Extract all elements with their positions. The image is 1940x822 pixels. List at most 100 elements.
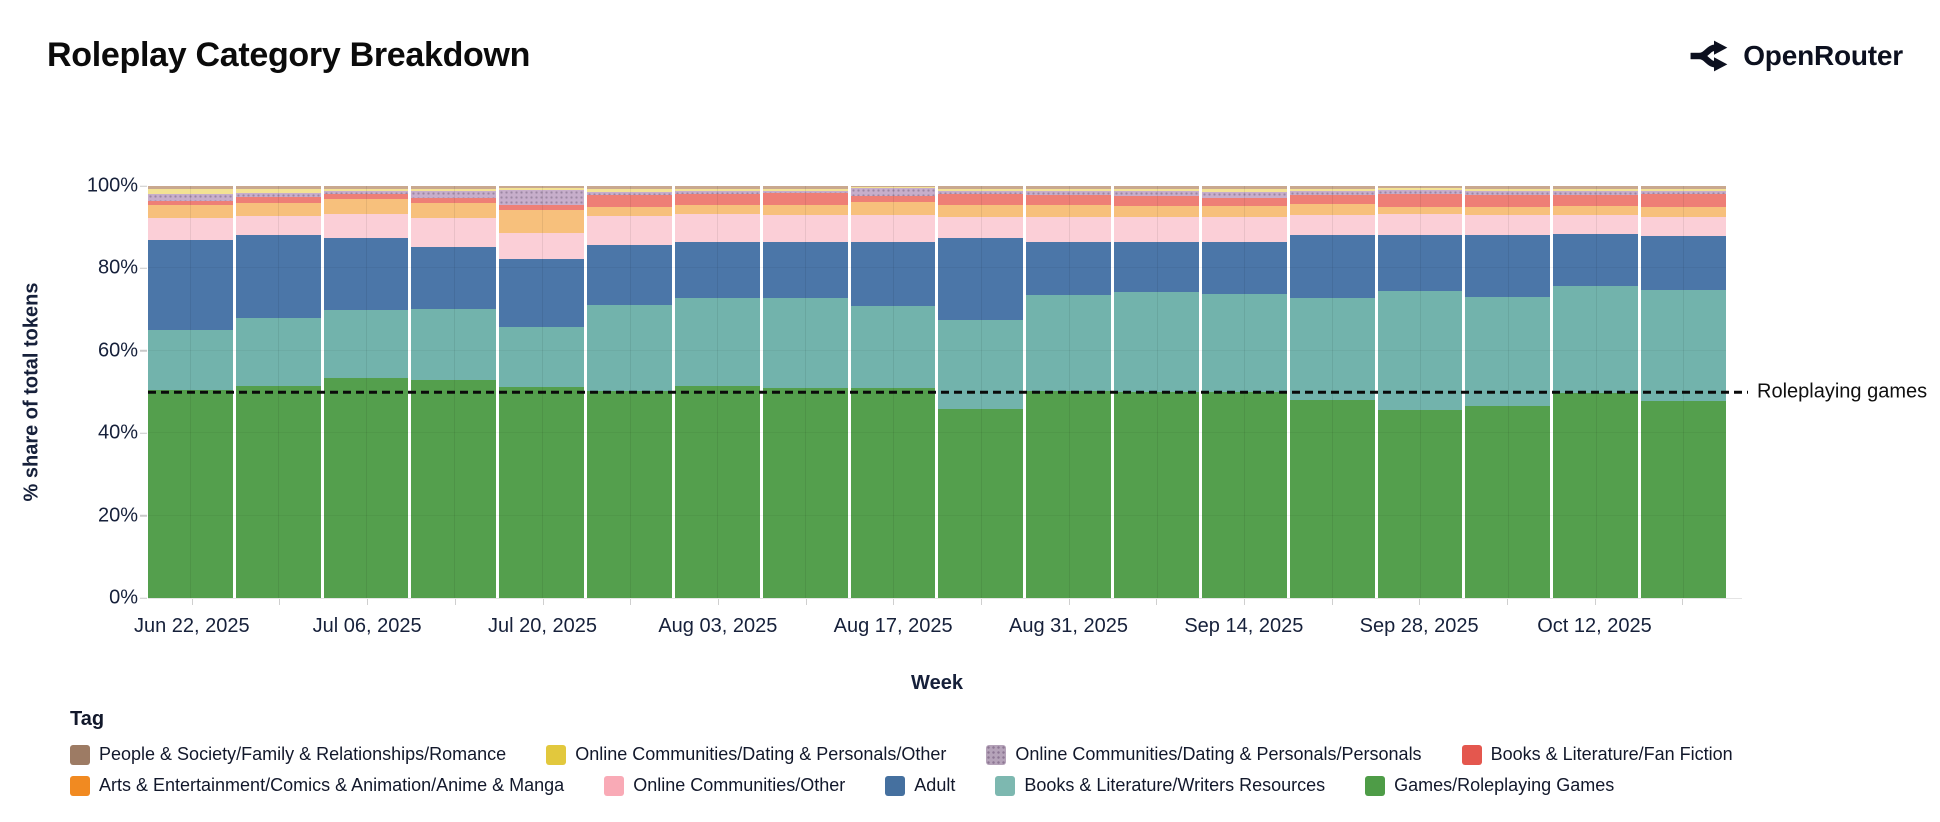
bar-segment[interactable] [411, 379, 497, 598]
bar-segment[interactable] [1289, 190, 1375, 196]
bar-segment[interactable] [1377, 291, 1463, 410]
bar-segment[interactable] [1289, 186, 1375, 189]
bar-segment[interactable] [762, 190, 848, 194]
bar-segment[interactable] [938, 216, 1024, 239]
bar-segment[interactable] [1553, 188, 1639, 191]
bar-segment[interactable] [1641, 290, 1726, 401]
bar-segment[interactable] [1026, 186, 1112, 189]
bar-segment[interactable] [1553, 191, 1639, 196]
bar-segment[interactable] [1377, 214, 1463, 236]
bar-sep-21-2025[interactable] [1289, 186, 1375, 598]
bar-segment[interactable] [1377, 188, 1463, 191]
bar-segment[interactable] [1114, 186, 1199, 189]
bar-segment[interactable] [850, 241, 936, 306]
legend-item[interactable]: Books & Literature/Fan Fiction [1461, 744, 1733, 765]
bar-segment[interactable] [1553, 214, 1639, 235]
bar-segment[interactable] [1114, 191, 1199, 196]
bar-segment[interactable] [235, 188, 321, 194]
bar-segment[interactable] [1641, 216, 1726, 236]
bar-segment[interactable] [235, 385, 321, 598]
bar-segment[interactable] [411, 218, 497, 247]
bar-segment[interactable] [674, 186, 760, 189]
bar-segment[interactable] [1377, 186, 1463, 189]
legend-item[interactable]: People & Society/Family & Relationships/… [70, 744, 506, 765]
bar-segment[interactable] [1641, 188, 1726, 191]
bar-segment[interactable] [1641, 186, 1726, 189]
brand-logo[interactable]: OpenRouter [1689, 36, 1903, 76]
bar-segment[interactable] [1465, 405, 1551, 598]
bar-segment[interactable] [1201, 186, 1287, 190]
bar-segment[interactable] [499, 187, 585, 190]
bar-segment[interactable] [1289, 235, 1375, 298]
bar-segment[interactable] [1465, 195, 1551, 207]
bar-segment[interactable] [411, 186, 497, 189]
bar-segment[interactable] [850, 188, 936, 196]
bar-segment[interactable] [411, 198, 497, 203]
bar-segment[interactable] [1641, 400, 1726, 598]
bar-segment[interactable] [148, 189, 233, 195]
bar-segment[interactable] [235, 197, 321, 203]
bar-segment[interactable] [938, 190, 1024, 195]
bar-segment[interactable] [674, 194, 760, 205]
bar-segment[interactable] [587, 390, 672, 598]
bar-segment[interactable] [235, 317, 321, 386]
bar-segment[interactable] [850, 388, 936, 598]
bar-segment[interactable] [1465, 188, 1551, 191]
bar-segment[interactable] [499, 326, 585, 388]
bar-segment[interactable] [323, 309, 409, 379]
bar-segment[interactable] [1465, 296, 1551, 406]
bar-segment[interactable] [762, 188, 848, 191]
bar-segment[interactable] [1114, 188, 1199, 192]
bar-segment[interactable] [587, 191, 672, 195]
bar-segment[interactable] [850, 202, 936, 215]
bar-segment[interactable] [148, 205, 233, 218]
bar-segment[interactable] [1553, 286, 1639, 393]
bar-segment[interactable] [1377, 190, 1463, 195]
bar-segment[interactable] [850, 186, 936, 187]
bar-segment[interactable] [850, 195, 936, 203]
bar-sep-28-2025[interactable] [1377, 186, 1463, 598]
bar-segment[interactable] [674, 204, 760, 215]
bar-segment[interactable] [148, 389, 233, 598]
bar-segment[interactable] [1641, 190, 1726, 195]
bar-segment[interactable] [1201, 392, 1287, 598]
bar-segment[interactable] [235, 193, 321, 198]
bar-segment[interactable] [1553, 392, 1639, 598]
bar-segment[interactable] [850, 214, 936, 242]
bar-segment[interactable] [499, 189, 585, 205]
legend-item[interactable]: Online Communities/Dating & Personals/Ot… [546, 744, 946, 765]
bar-segment[interactable] [1289, 204, 1375, 216]
bar-aug-03-2025[interactable] [674, 186, 760, 598]
bar-segment[interactable] [762, 242, 848, 299]
bar-segment[interactable] [587, 215, 672, 245]
bar-segment[interactable] [674, 241, 760, 299]
bar-segment[interactable] [1553, 186, 1639, 189]
bar-jul-13-2025[interactable] [411, 186, 497, 598]
bar-segment[interactable] [674, 386, 760, 598]
bar-segment[interactable] [1641, 235, 1726, 291]
legend-item[interactable]: Online Communities/Dating & Personals/Pe… [986, 744, 1422, 765]
bar-jul-06-2025[interactable] [323, 186, 409, 598]
bar-segment[interactable] [850, 305, 936, 389]
bar-segment[interactable] [323, 214, 409, 238]
bar-segment[interactable] [1377, 206, 1463, 215]
bar-segment[interactable] [587, 194, 672, 207]
legend-item[interactable]: Adult [885, 775, 955, 796]
bar-oct-12-2025[interactable] [1553, 186, 1639, 598]
bar-segment[interactable] [1026, 216, 1112, 242]
bar-segment[interactable] [1114, 392, 1199, 598]
bar-segment[interactable] [674, 298, 760, 387]
bar-segment[interactable] [323, 186, 409, 189]
bar-segment[interactable] [1026, 390, 1112, 598]
bar-sep-14-2025[interactable] [1201, 186, 1287, 598]
bar-segment[interactable] [1465, 214, 1551, 236]
bar-segment[interactable] [1465, 235, 1551, 297]
bar-segment[interactable] [235, 202, 321, 217]
bar-segment[interactable] [587, 305, 672, 391]
bar-segment[interactable] [938, 238, 1024, 321]
bar-segment[interactable] [323, 193, 409, 199]
bar-segment[interactable] [1289, 297, 1375, 400]
bar-segment[interactable] [148, 217, 233, 240]
bar-segment[interactable] [587, 206, 672, 216]
bar-segment[interactable] [1026, 295, 1112, 391]
